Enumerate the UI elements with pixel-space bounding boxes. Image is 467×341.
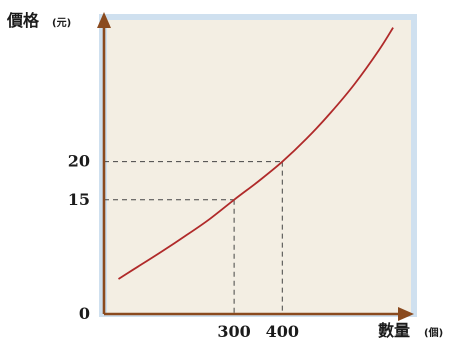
guide-lines [104, 161, 283, 314]
x-axis-title: 數量 [378, 321, 410, 340]
plot-background [107, 20, 411, 314]
x-axis-arrowhead [398, 307, 414, 321]
x-tick-label-300: 300 [217, 322, 250, 341]
y-axis-title: 價格 [6, 11, 40, 30]
price-curve [118, 27, 394, 280]
y-axis-unit: (元) [52, 17, 71, 29]
y-axis-arrowhead [97, 12, 111, 28]
y-tick-label-20: 20 [68, 152, 90, 171]
y-tick-label-0: 0 [79, 304, 90, 323]
x-tick-labels: 300 400 [217, 322, 299, 341]
x-tick-label-400: 400 [266, 322, 299, 341]
x-axis-unit: (個) [424, 326, 443, 339]
y-tick-label-15: 15 [68, 190, 90, 209]
y-tick-labels: 0 15 20 [68, 152, 90, 323]
